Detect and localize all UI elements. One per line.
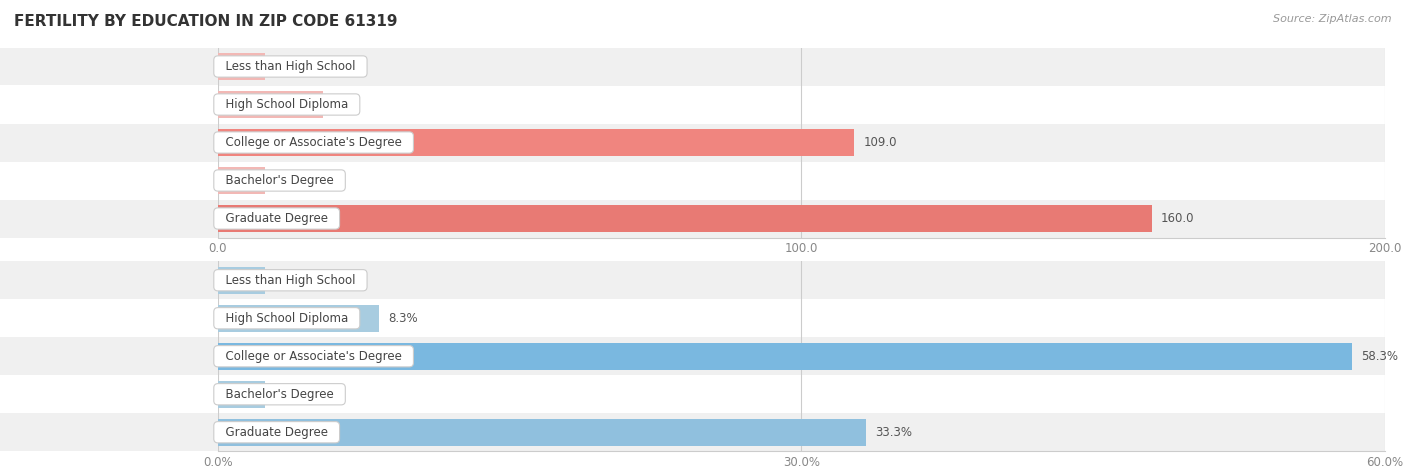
Bar <box>218 418 866 446</box>
Bar <box>218 413 1385 451</box>
Bar <box>218 337 1385 375</box>
Bar <box>218 48 1385 86</box>
Bar <box>218 167 264 194</box>
Bar <box>218 375 1385 413</box>
Text: Less than High School: Less than High School <box>218 274 363 287</box>
Bar <box>218 299 1385 337</box>
Text: FERTILITY BY EDUCATION IN ZIP CODE 61319: FERTILITY BY EDUCATION IN ZIP CODE 61319 <box>14 14 398 29</box>
Bar <box>218 53 264 80</box>
Text: Graduate Degree: Graduate Degree <box>218 426 336 439</box>
Text: Source: ZipAtlas.com: Source: ZipAtlas.com <box>1274 14 1392 24</box>
Bar <box>218 304 380 332</box>
Text: Bachelor's Degree: Bachelor's Degree <box>218 388 342 401</box>
Text: 0.0: 0.0 <box>274 60 292 73</box>
Bar <box>218 205 1152 232</box>
Bar <box>218 380 264 408</box>
Text: College or Associate's Degree: College or Associate's Degree <box>218 350 409 363</box>
Bar <box>218 124 1385 162</box>
Text: College or Associate's Degree: College or Associate's Degree <box>218 136 409 149</box>
Bar <box>218 266 264 294</box>
Bar <box>218 342 1351 370</box>
Text: 0.0%: 0.0% <box>274 274 304 287</box>
Bar <box>218 162 1385 199</box>
Text: 33.3%: 33.3% <box>875 426 912 439</box>
Text: Graduate Degree: Graduate Degree <box>218 212 336 225</box>
Text: Less than High School: Less than High School <box>218 60 363 73</box>
Bar <box>218 91 323 118</box>
Text: 18.0: 18.0 <box>332 98 359 111</box>
Bar <box>218 129 853 156</box>
Text: 58.3%: 58.3% <box>1361 350 1398 363</box>
Text: Bachelor's Degree: Bachelor's Degree <box>218 174 342 187</box>
Text: 109.0: 109.0 <box>863 136 897 149</box>
Text: 160.0: 160.0 <box>1161 212 1194 225</box>
Bar <box>218 86 1385 124</box>
Text: High School Diploma: High School Diploma <box>218 312 356 325</box>
Text: 0.0%: 0.0% <box>274 388 304 401</box>
Text: High School Diploma: High School Diploma <box>218 98 356 111</box>
Bar <box>218 200 1385 238</box>
Text: 0.0: 0.0 <box>274 174 292 187</box>
Text: 8.3%: 8.3% <box>388 312 419 325</box>
Bar <box>218 261 1385 299</box>
